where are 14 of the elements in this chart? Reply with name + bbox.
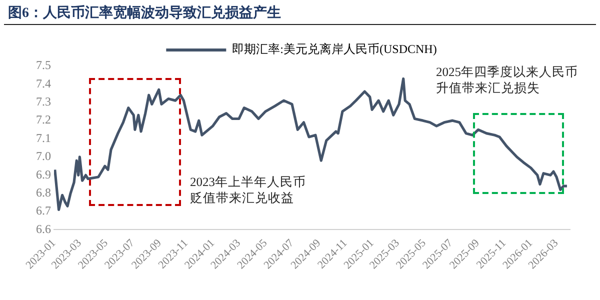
y-tick-label: 7.4	[36, 76, 51, 90]
y-tick-label: 7.2	[36, 112, 51, 127]
y-tick-label: 7.5	[36, 58, 51, 72]
y-tick-label: 7.1	[36, 130, 51, 145]
annotation: 2025年四季度以来人民币升值带来汇兑损失	[436, 64, 578, 96]
y-tick-label: 7.3	[36, 94, 51, 109]
y-tick-label: 6.7	[36, 204, 51, 218]
y-tick-label: 6.6	[36, 222, 51, 236]
annotation: 2023年上半年人民币贬值带来汇兑收益	[190, 174, 307, 206]
chart-title: 图6：人民币汇率宽幅波动导致汇兑损益产生	[8, 4, 281, 22]
y-tick-label: 6.9	[36, 167, 51, 182]
y-tick-label: 6.8	[36, 186, 51, 200]
legend-label: 即期汇率:美元兑离岸人民币(USDCNH)	[232, 42, 437, 56]
y-tick-label: 7.0	[36, 149, 51, 164]
